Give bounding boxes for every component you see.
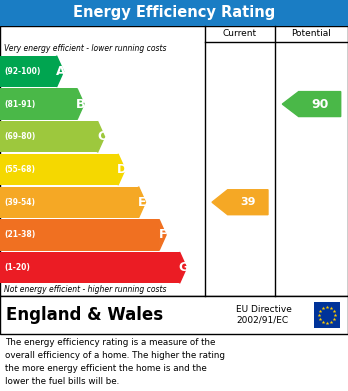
Text: 90: 90: [311, 98, 329, 111]
Bar: [0, 219, 159, 251]
Polygon shape: [56, 56, 64, 87]
Bar: [0, 154, 118, 185]
Text: (81-91): (81-91): [4, 100, 35, 109]
Bar: [0, 187, 139, 218]
Text: 39: 39: [240, 197, 255, 207]
Text: Current: Current: [223, 29, 257, 38]
Text: (92-100): (92-100): [4, 67, 40, 76]
Text: EU Directive: EU Directive: [236, 305, 292, 314]
Bar: [0, 296, 348, 334]
Text: 2002/91/EC: 2002/91/EC: [236, 316, 288, 325]
Text: (55-68): (55-68): [4, 165, 35, 174]
Polygon shape: [97, 121, 104, 152]
Text: Energy Efficiency Rating: Energy Efficiency Rating: [73, 5, 275, 20]
Polygon shape: [118, 154, 125, 185]
Bar: [0, 0, 348, 26]
Bar: [0, 26, 348, 296]
Text: Not energy efficient - higher running costs: Not energy efficient - higher running co…: [4, 285, 166, 294]
Bar: [0, 88, 77, 120]
Polygon shape: [212, 190, 268, 215]
Bar: [0, 121, 97, 152]
Polygon shape: [180, 252, 187, 283]
Text: (21-38): (21-38): [4, 230, 35, 239]
Text: Potential: Potential: [292, 29, 331, 38]
Polygon shape: [159, 219, 166, 251]
Bar: [0, 56, 56, 87]
Text: (1-20): (1-20): [4, 263, 30, 272]
Polygon shape: [77, 88, 84, 120]
Bar: [314, 302, 340, 328]
Text: C: C: [97, 130, 106, 143]
Text: The energy efficiency rating is a measure of the
overall efficiency of a home. T: The energy efficiency rating is a measur…: [5, 338, 225, 386]
Text: Very energy efficient - lower running costs: Very energy efficient - lower running co…: [4, 44, 166, 53]
Text: A: A: [56, 65, 65, 78]
Text: E: E: [138, 196, 147, 209]
Bar: [0, 252, 180, 283]
Text: G: G: [179, 261, 189, 274]
Text: B: B: [76, 98, 86, 111]
Text: (69-80): (69-80): [4, 132, 35, 141]
Text: (39-54): (39-54): [4, 198, 35, 207]
Polygon shape: [282, 91, 341, 117]
Text: England & Wales: England & Wales: [6, 306, 163, 324]
Polygon shape: [139, 187, 145, 218]
Text: F: F: [159, 228, 167, 241]
Text: D: D: [117, 163, 127, 176]
